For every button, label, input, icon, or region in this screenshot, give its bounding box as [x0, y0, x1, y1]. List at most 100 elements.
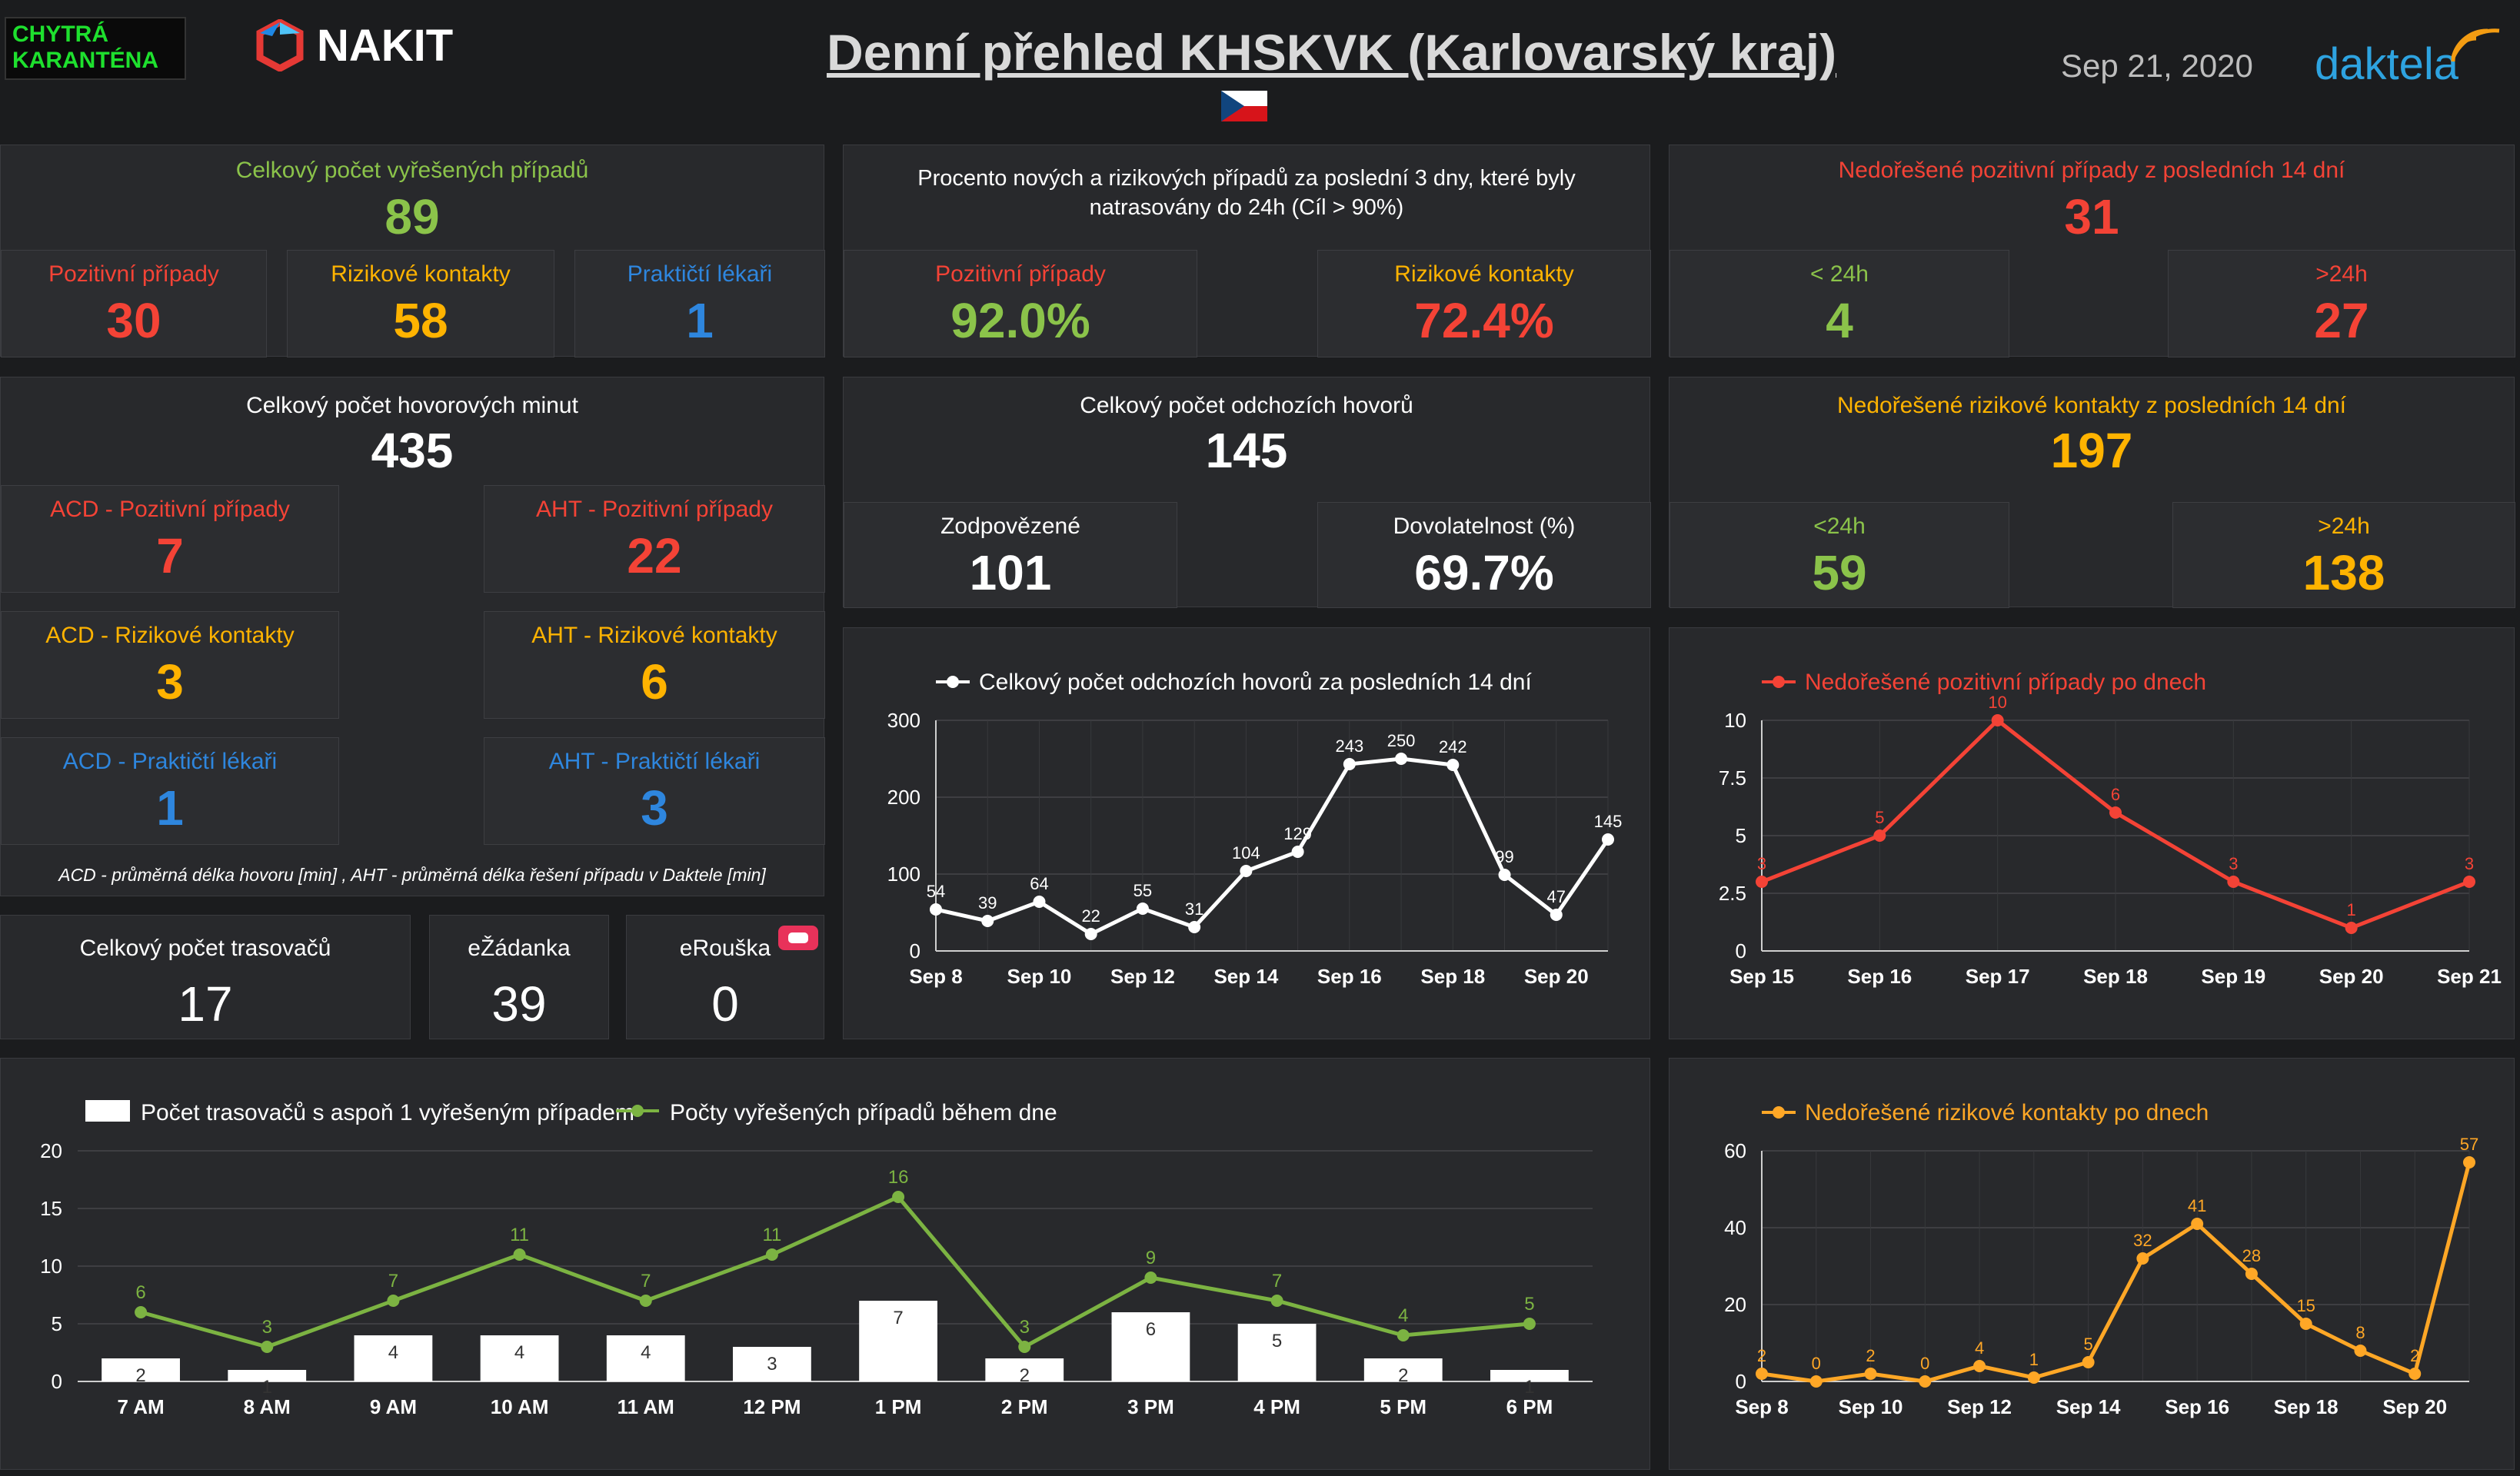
- combo-line-label: 5: [1524, 1294, 1534, 1315]
- pos-chart-data-label: 3: [2229, 854, 2238, 873]
- calls-chart-x-tick: Sep 20: [1524, 965, 1589, 988]
- combo-bar-label: 4: [514, 1342, 524, 1363]
- calls-chart-data-label: 99: [1495, 847, 1513, 866]
- combo-point: [1144, 1272, 1157, 1284]
- solved-title: Celkový počet vyřešených případů: [235, 158, 589, 183]
- pos-chart-data-label: 10: [1988, 693, 2006, 712]
- risk-chart-data-label: 8: [2355, 1323, 2365, 1342]
- unsolved-risk-lt-card: <24h 59: [1669, 502, 2009, 608]
- erouska-panel: eRouška 0: [626, 915, 824, 1039]
- risk-chart-y-tick: 60: [1724, 1139, 1746, 1162]
- combo-y-tick: 10: [40, 1255, 62, 1278]
- pos-chart-legend-marker: [1773, 676, 1785, 688]
- pos-chart-point: [2463, 876, 2475, 888]
- combo-line-label: 7: [1272, 1271, 1282, 1292]
- unsolved-risk-title: Nedořešené rizikové kontakty z posledníc…: [1836, 393, 2347, 418]
- combo-bar: [1111, 1312, 1190, 1381]
- combo-line-label: 11: [762, 1225, 781, 1245]
- combo-bar: [859, 1301, 937, 1381]
- unsolved-risk-panel: Nedořešené rizikové kontakty z posledníc…: [1669, 377, 2515, 608]
- combo-bar-label: 6: [1146, 1319, 1156, 1340]
- calls-chart-point: [930, 903, 942, 916]
- tracers-hourly-chart: Počet trasovačů s aspoň 1 vyřešeným příp…: [40, 1100, 1593, 1418]
- combo-y-tick: 0: [52, 1370, 62, 1393]
- combo-bar-label: 2: [1398, 1365, 1408, 1386]
- call-minutes-panel: Celkový počet hovorových minut 435 ACD -…: [0, 377, 825, 896]
- combo-point: [765, 1248, 778, 1261]
- solved-risk-value: 58: [393, 293, 448, 348]
- calls-chart-point: [1498, 869, 1511, 881]
- risk-chart-point: [2463, 1156, 2475, 1168]
- pos-chart-x-tick: Sep 16: [1847, 965, 1912, 988]
- unsolved-risk-lt-label: <24h: [1813, 514, 1866, 539]
- combo-point: [387, 1295, 400, 1307]
- calls-chart-legend-text: Celkový počet odchozích hovorů za posled…: [979, 670, 1532, 695]
- combo-x-tick: 10 AM: [491, 1395, 549, 1418]
- risk-chart-series-line: [1761, 1162, 2472, 1384]
- calls-chart-data-label: 129: [1283, 824, 1312, 843]
- combo-y-tick: 5: [52, 1312, 62, 1335]
- line-legend-text: Počty vyřešených případů během dne: [670, 1100, 1057, 1125]
- risk-chart-x-tick: Sep 18: [2274, 1395, 2339, 1418]
- czech-flag-icon: [1221, 91, 1267, 121]
- calls-chart-x-tick: Sep 8: [909, 965, 962, 988]
- risk-chart-point: [2191, 1218, 2204, 1230]
- combo-bar: [228, 1370, 307, 1381]
- aht-positive-label: AHT - Pozitivní případy: [536, 497, 773, 522]
- calls-chart-point: [981, 915, 994, 927]
- pos-chart-x-tick: Sep 18: [2083, 965, 2148, 988]
- risk-chart-x-tick: Sep 16: [2165, 1395, 2229, 1418]
- combo-x-tick: 5 PM: [1380, 1395, 1426, 1418]
- combo-point: [135, 1306, 148, 1318]
- calls-chart-data-label: 250: [1387, 731, 1416, 750]
- aht-gp-card: AHT - Praktičtí lékaři 3: [484, 737, 825, 845]
- risk-chart-point: [2136, 1252, 2149, 1265]
- calls-chart-y-tick: 200: [887, 786, 920, 809]
- risk-chart-point: [2408, 1368, 2422, 1380]
- risk-chart-point: [2027, 1371, 2040, 1384]
- risk-chart-point: [1864, 1368, 1877, 1380]
- combo-x-tick: 7 AM: [118, 1395, 165, 1418]
- acd-gp-card: ACD - Praktičtí lékaři 1: [1, 737, 339, 845]
- risk-chart-legend-text: Nedořešené rizikové kontakty po dnech: [1805, 1100, 2209, 1125]
- risk-chart-x-tick: Sep 10: [1839, 1395, 1903, 1418]
- calls-chart-x-tick: Sep 18: [1420, 965, 1485, 988]
- solved-cases-panel: Celkový počet vyřešených případů 89 Pozi…: [0, 145, 825, 357]
- pos-chart-x-tick: Sep 19: [2201, 965, 2265, 988]
- combo-x-tick: 9 AM: [370, 1395, 417, 1418]
- aht-positive-card: AHT - Pozitivní případy 22: [484, 485, 825, 593]
- calls-chart-x-tick: Sep 14: [1213, 965, 1278, 988]
- solved-value: 89: [384, 189, 440, 244]
- combo-bar: [733, 1347, 811, 1381]
- unsolved-positive-gt-card: >24h 27: [2168, 250, 2515, 357]
- bar-legend-text: Počet trasovačů s aspoň 1 vyřešeným příp…: [141, 1100, 634, 1125]
- calls-chart-data-label: 64: [1030, 874, 1048, 893]
- unsolved-positive-gt-value: 27: [2314, 293, 2369, 348]
- combo-point: [261, 1341, 274, 1353]
- combo-x-tick: 8 AM: [244, 1395, 291, 1418]
- outgoing-calls-chart: Celkový počet odchozích hovorů za posled…: [887, 670, 1623, 988]
- unsolved-risk-gt-label: >24h: [2318, 514, 2370, 539]
- traced-positive-value: 92.0%: [950, 293, 1090, 348]
- pos-chart-point: [2227, 876, 2240, 888]
- aht-risk-value: 6: [641, 654, 668, 710]
- pos-chart-data-label: 6: [2111, 785, 2120, 804]
- calls-chart-y-tick: 0: [910, 939, 920, 962]
- calls-chart-point: [1136, 903, 1149, 915]
- calls-chart-data-label: 104: [1232, 843, 1260, 863]
- acd-risk-value: 3: [156, 654, 184, 710]
- calls-value: 145: [1205, 423, 1288, 478]
- combo-bar: [606, 1335, 685, 1381]
- risk-chart-data-label: 15: [2296, 1296, 2315, 1315]
- tracers-hourly-chart-panel: Počet trasovačů s aspoň 1 vyřešeným příp…: [0, 1058, 1650, 1470]
- minutes-value: 435: [371, 423, 454, 478]
- pos-chart-data-label: 3: [2465, 854, 2474, 873]
- combo-bar-label: 2: [1020, 1365, 1030, 1386]
- unsolved-positive-title: Nedořešené pozitivní případy z posledníc…: [1838, 158, 2345, 183]
- traced-risk-value: 72.4%: [1414, 293, 1554, 348]
- combo-x-tick: 1 PM: [875, 1395, 922, 1418]
- calls-chart-data-label: 31: [1185, 899, 1203, 919]
- combo-point: [1523, 1318, 1536, 1330]
- calls-chart-point: [1446, 759, 1460, 771]
- reachability-label: Dovolatelnost (%): [1393, 514, 1576, 539]
